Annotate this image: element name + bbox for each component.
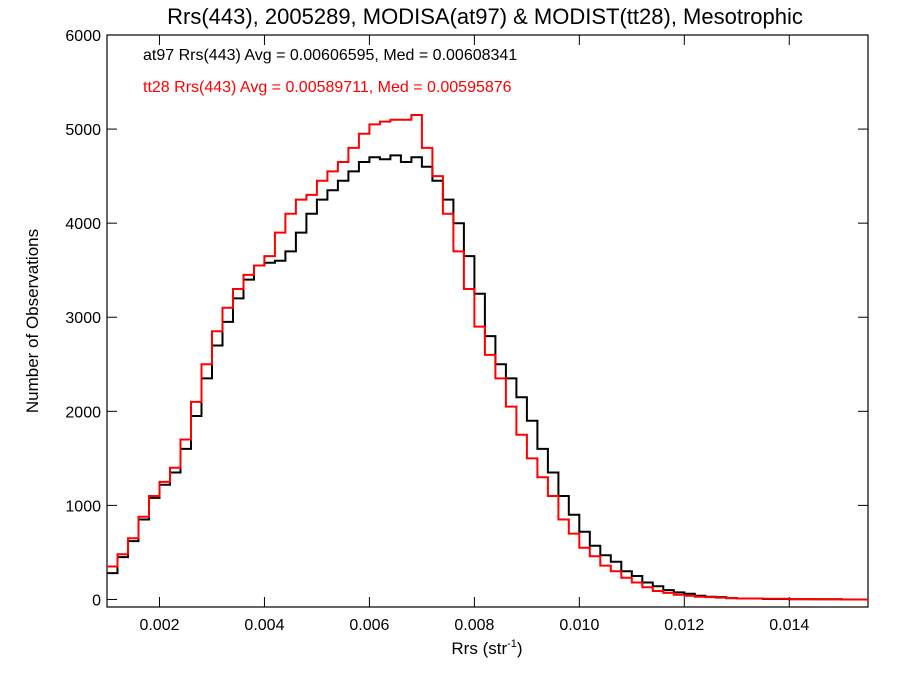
y-axis-label: Number of Observations bbox=[23, 229, 42, 413]
x-axis-label-close: ) bbox=[517, 639, 523, 658]
y-tick-label: 2000 bbox=[65, 404, 101, 421]
x-axis-label-main: Rrs (str bbox=[451, 639, 507, 658]
legend-entry-at97: at97 Rrs(443) Avg = 0.00606595, Med = 0.… bbox=[143, 47, 517, 64]
x-tick-label: 0.010 bbox=[559, 617, 599, 634]
x-axis-label: Rrs (str-1) bbox=[451, 638, 522, 658]
x-tick-label: 0.002 bbox=[139, 617, 179, 634]
x-tick-label: 0.008 bbox=[454, 617, 494, 634]
x-tick-label: 0.006 bbox=[349, 617, 389, 634]
y-tick-label: 5000 bbox=[65, 122, 101, 139]
series-layer bbox=[107, 114, 868, 601]
y-tick-label: 1000 bbox=[65, 498, 101, 515]
y-tick-label: 4000 bbox=[65, 216, 101, 233]
y-tick-label: 6000 bbox=[65, 28, 101, 45]
x-tick-label: 0.012 bbox=[664, 617, 704, 634]
chart-title: Rrs(443), 2005289, MODISA(at97) & MODIST… bbox=[167, 4, 803, 29]
x-tick-label: 0.004 bbox=[244, 617, 284, 634]
plot-frame bbox=[106, 34, 869, 608]
y-axis: 0 1000 2000 3000 4000 5000 6000 bbox=[65, 28, 868, 609]
series-line-tt28 bbox=[107, 114, 868, 601]
series-line-at97 bbox=[107, 154, 868, 601]
x-tick-label: 0.014 bbox=[769, 617, 809, 634]
x-axis: 0.002 0.004 0.006 0.008 0.010 0.012 0.014 bbox=[139, 35, 809, 634]
legend-entry-tt28: tt28 Rrs(443) Avg = 0.00589711, Med = 0.… bbox=[143, 79, 512, 96]
y-tick-label: 3000 bbox=[65, 310, 101, 327]
y-tick-label: 0 bbox=[92, 592, 101, 609]
x-axis-label-superscript: -1 bbox=[507, 638, 517, 650]
